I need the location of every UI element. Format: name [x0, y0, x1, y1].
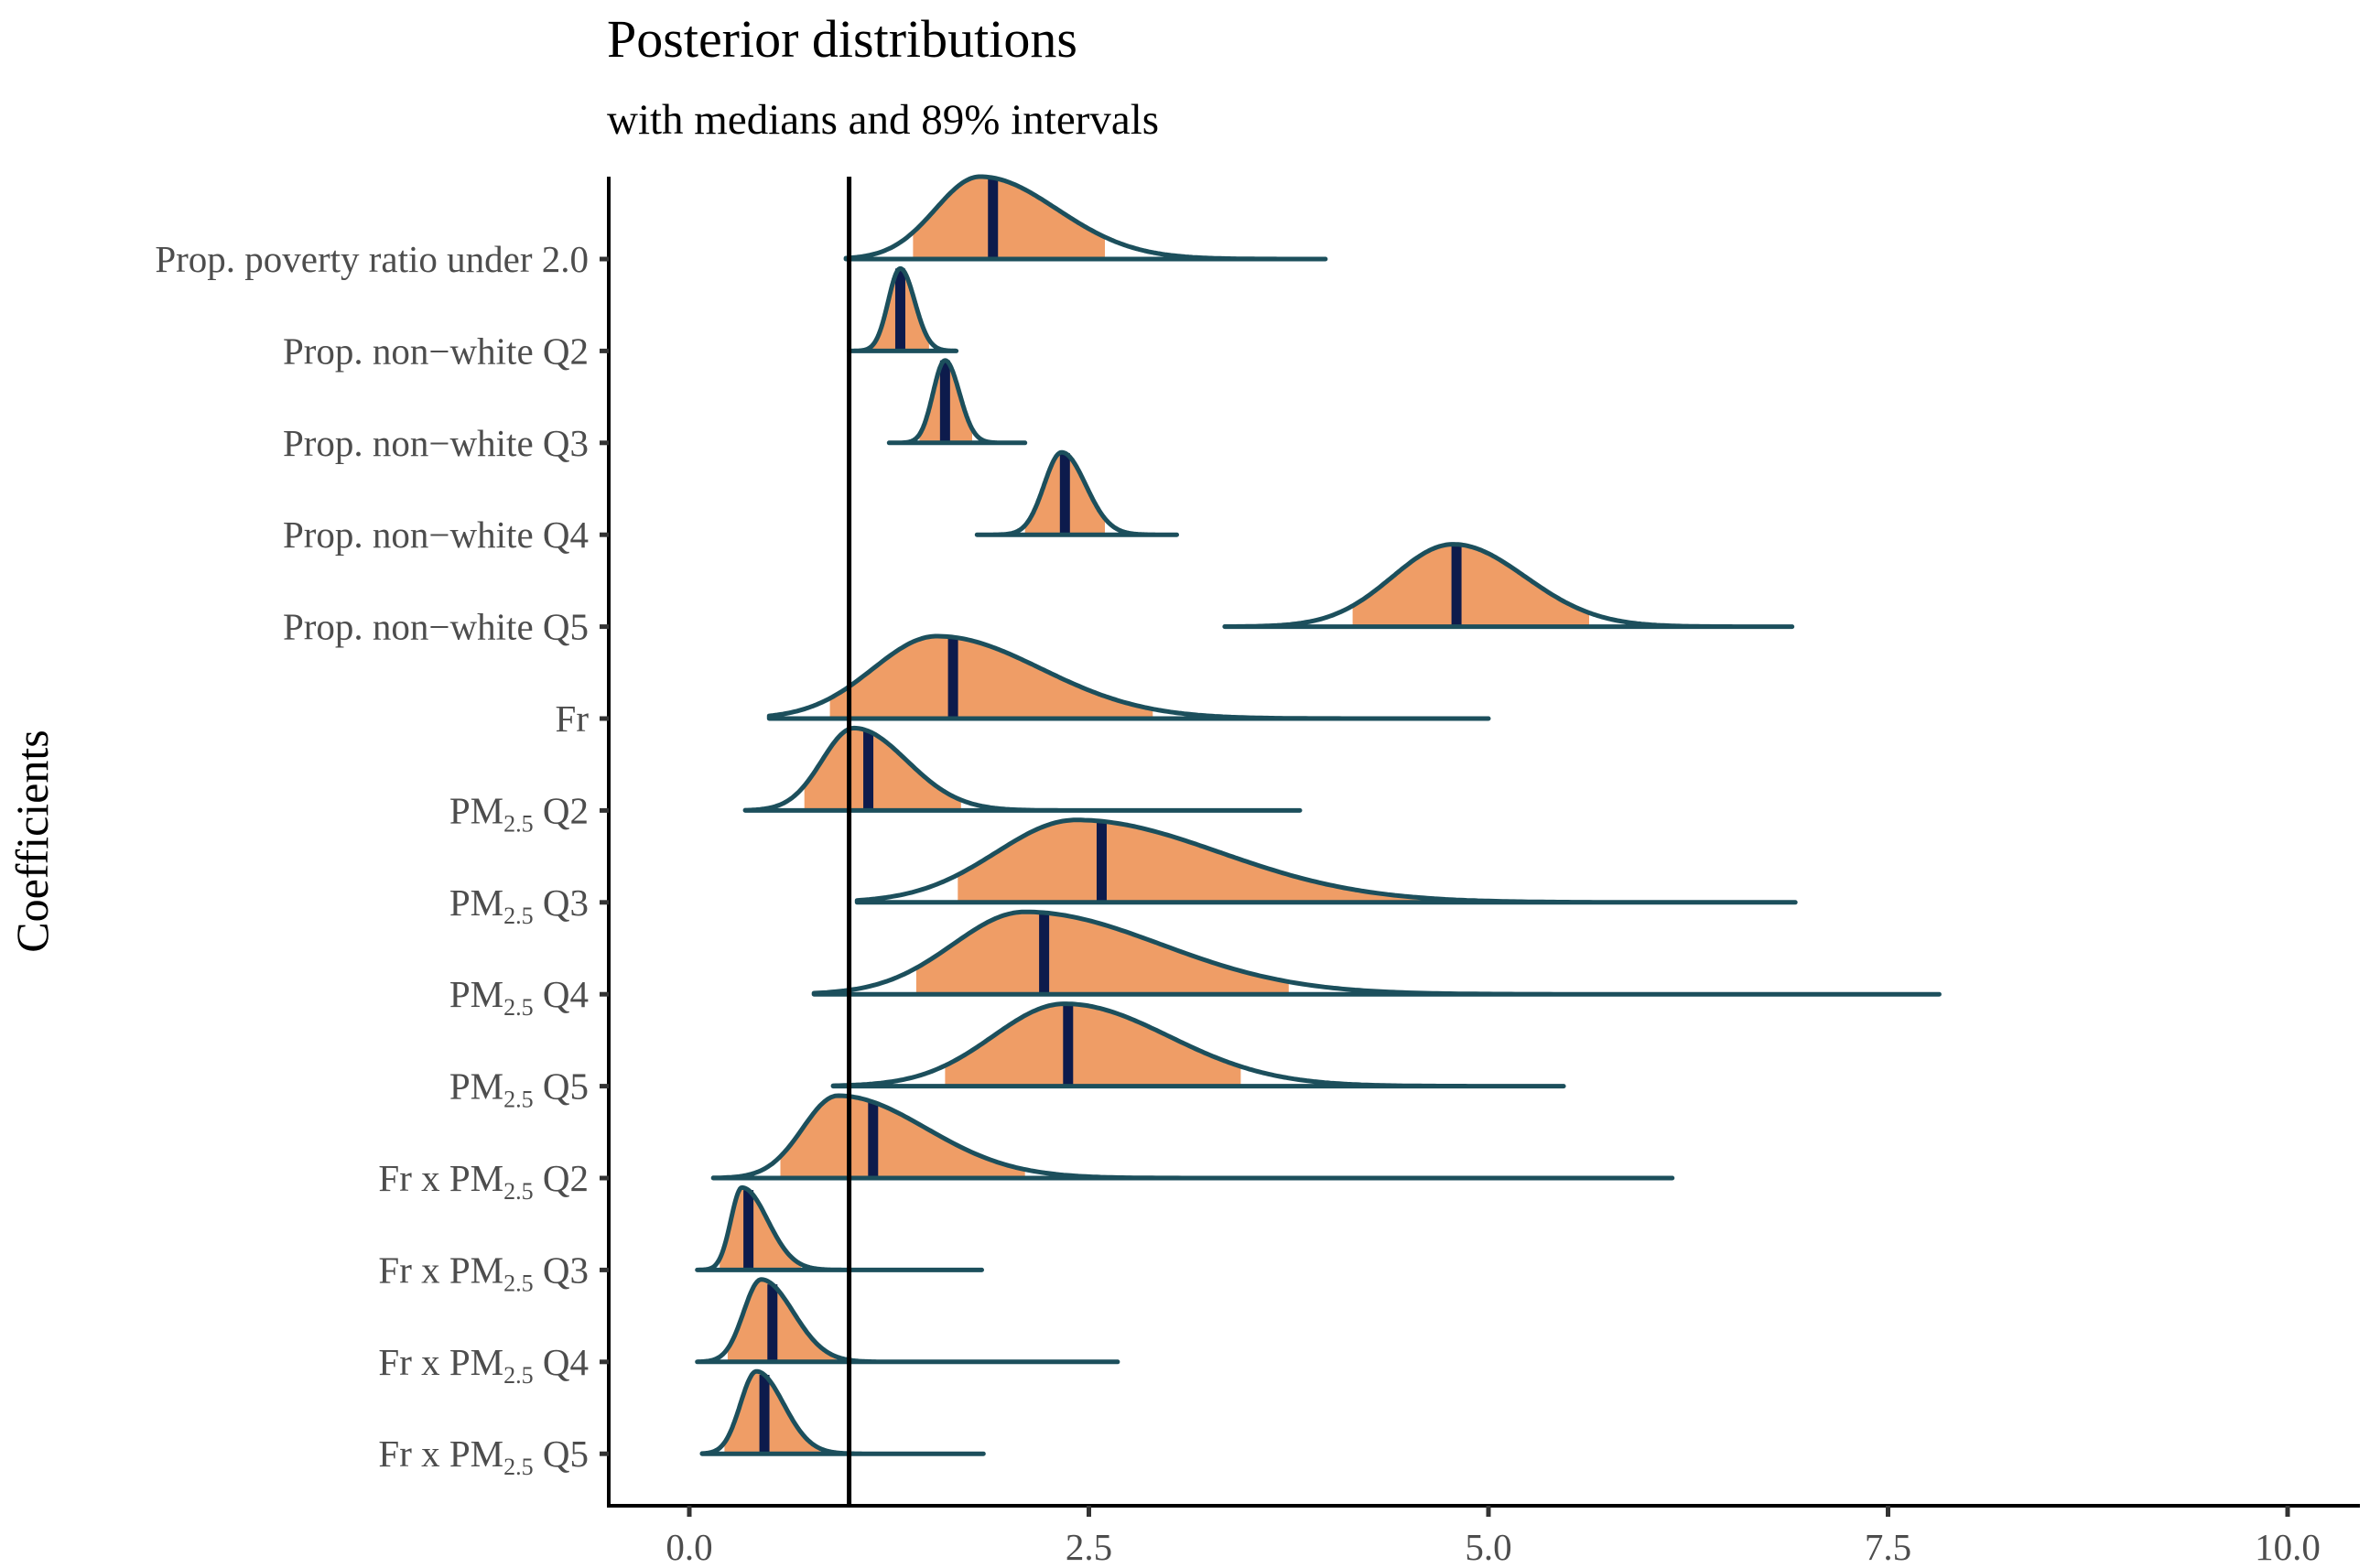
ridge-13 — [695, 1277, 1120, 1365]
ridge-outline-10 — [830, 1001, 1566, 1089]
ridge-outline-8 — [854, 817, 1798, 905]
y-tick-label: Fr — [556, 697, 590, 740]
ridge-interval-13 — [727, 1279, 837, 1362]
ridge-10 — [830, 1001, 1566, 1089]
y-tick-label: PM2.5 Q4 — [449, 973, 589, 1021]
ridge-interval-5 — [1352, 544, 1589, 627]
ridge-interval-8 — [958, 819, 1445, 903]
ridge-3 — [886, 358, 1028, 446]
ridge-interval-14 — [724, 1371, 821, 1454]
y-axis-label: Coefficients — [6, 730, 58, 952]
ridge-2 — [847, 265, 959, 353]
x-tick-label: 5.0 — [1465, 1526, 1511, 1568]
ridge-outline-3 — [886, 358, 1028, 446]
x-tick-label: 10.0 — [2255, 1526, 2321, 1568]
ridge-7 — [742, 725, 1303, 813]
ridge-outline-6 — [766, 633, 1491, 721]
x-tick-label: 0.0 — [666, 1526, 712, 1568]
y-tick-label: Fr x PM2.5 Q5 — [378, 1433, 589, 1480]
x-tick-label: 2.5 — [1066, 1526, 1112, 1568]
y-tick-label: PM2.5 Q5 — [449, 1065, 589, 1113]
ridge-interval-7 — [804, 728, 961, 811]
ridge-1 — [843, 174, 1328, 262]
y-tick-label: Prop. poverty ratio under 2.0 — [155, 238, 589, 280]
ridge-4 — [974, 449, 1179, 537]
ridge-outline-14 — [699, 1368, 986, 1456]
y-axis-ticks: Prop. poverty ratio under 2.0 Prop. non−w… — [155, 238, 609, 1480]
ridge-interval-1 — [913, 177, 1105, 259]
ridge-interval-6 — [829, 636, 1153, 719]
y-tick-label: Prop. non−white Q4 — [283, 514, 589, 556]
ridge-14 — [699, 1368, 986, 1456]
chart-title: Posterior distributions — [607, 9, 1077, 69]
x-tick-label: 7.5 — [1865, 1526, 1911, 1568]
ridge-outline-2 — [847, 265, 959, 353]
ridge-interval-12 — [720, 1187, 802, 1271]
ridge-12 — [695, 1184, 984, 1272]
y-tick-label: Fr x PM2.5 Q4 — [378, 1341, 589, 1389]
ridge-8 — [854, 817, 1798, 905]
y-tick-label: PM2.5 Q3 — [449, 881, 589, 929]
ridge-outline-11 — [710, 1093, 1675, 1181]
ridge-5 — [1222, 542, 1795, 630]
y-tick-label: Prop. non−white Q5 — [283, 606, 589, 648]
ridge-outline-9 — [811, 909, 1942, 997]
ridge-interval-10 — [945, 1003, 1241, 1087]
ridge-outline-7 — [742, 725, 1303, 813]
y-tick-label: Fr x PM2.5 Q3 — [378, 1249, 589, 1296]
ridge-outline-4 — [974, 449, 1179, 537]
ridge-6 — [766, 633, 1491, 721]
y-tick-label: PM2.5 Q2 — [449, 789, 589, 837]
ridges-layer — [695, 174, 1942, 1456]
ridge-outline-5 — [1222, 542, 1795, 630]
ridge-9 — [811, 909, 1942, 997]
x-axis-ticks: 0.0 2.5 5.0 7.5 10.0 — [666, 1506, 2321, 1568]
ridge-interval-9 — [915, 912, 1289, 995]
ridge-outline-12 — [695, 1184, 984, 1272]
ridge-interval-11 — [780, 1096, 1025, 1178]
y-tick-label: Prop. non−white Q2 — [283, 330, 589, 372]
y-tick-label: Fr x PM2.5 Q2 — [378, 1157, 589, 1205]
ridge-outline-1 — [843, 174, 1328, 262]
ridge-11 — [710, 1093, 1675, 1181]
y-tick-label: Prop. non−white Q3 — [283, 422, 589, 464]
chart-subtitle: with medians and 89% intervals — [607, 96, 1159, 144]
ridge-outline-13 — [695, 1277, 1120, 1365]
